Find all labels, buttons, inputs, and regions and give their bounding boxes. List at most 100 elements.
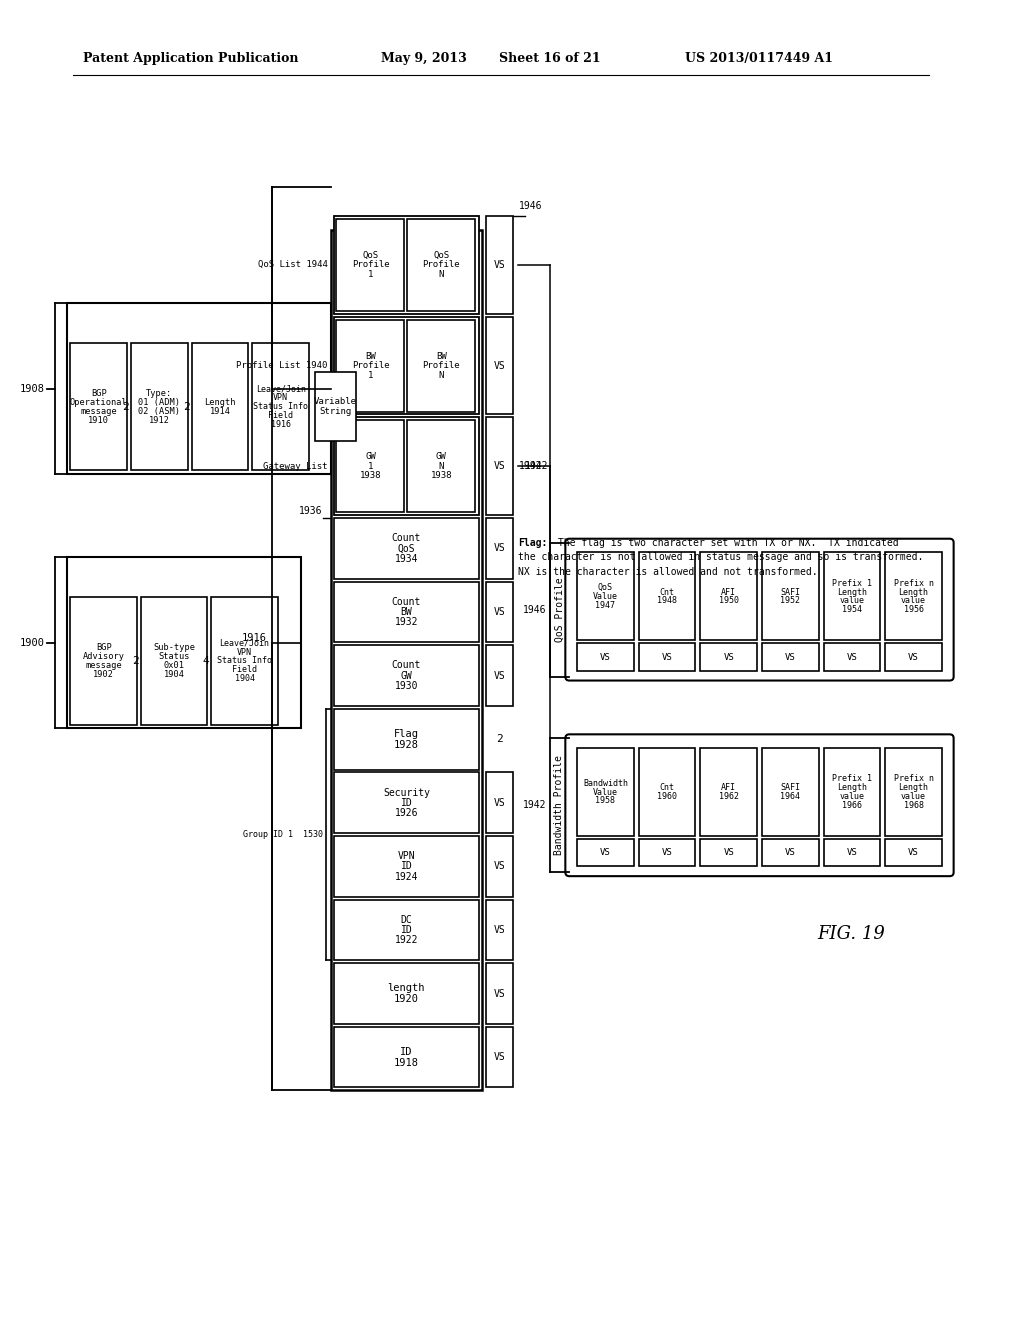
Text: VS: VS	[494, 1052, 506, 1063]
Text: message: message	[85, 661, 122, 671]
Text: Field: Field	[232, 665, 257, 675]
Text: VS: VS	[662, 652, 673, 661]
Text: Variable: Variable	[314, 397, 357, 407]
Text: 1904: 1904	[234, 675, 255, 682]
Text: 1942: 1942	[518, 461, 542, 471]
FancyBboxPatch shape	[315, 372, 356, 441]
Text: VS: VS	[908, 849, 919, 857]
Text: The flag is two character set with TX or NX.  TX indicated: The flag is two character set with TX or…	[552, 537, 898, 548]
Text: value: value	[901, 792, 926, 801]
Text: 1954: 1954	[842, 605, 862, 614]
Text: BW: BW	[366, 351, 376, 360]
Text: 1902: 1902	[93, 671, 115, 678]
Text: the character is not allowed in status message and so is transformed.: the character is not allowed in status m…	[518, 552, 924, 562]
Text: BW: BW	[400, 607, 413, 616]
Text: Profile: Profile	[423, 260, 460, 269]
FancyBboxPatch shape	[639, 643, 695, 671]
Text: Profile: Profile	[351, 362, 389, 370]
Text: VS: VS	[785, 652, 796, 661]
FancyBboxPatch shape	[331, 230, 482, 1090]
Text: 1912: 1912	[148, 416, 170, 425]
Text: VS: VS	[662, 849, 673, 857]
Text: 1916: 1916	[242, 634, 267, 643]
Text: QoS: QoS	[433, 251, 450, 260]
Text: May 9, 2013: May 9, 2013	[382, 51, 467, 65]
Text: 1948: 1948	[657, 597, 677, 606]
FancyBboxPatch shape	[408, 319, 475, 412]
Text: AFI: AFI	[721, 587, 736, 597]
Text: 02 (ASM): 02 (ASM)	[138, 407, 180, 416]
Text: VS: VS	[494, 925, 506, 935]
FancyBboxPatch shape	[639, 552, 695, 640]
FancyBboxPatch shape	[578, 748, 634, 836]
FancyBboxPatch shape	[486, 836, 513, 896]
Text: VS: VS	[494, 671, 506, 681]
FancyBboxPatch shape	[334, 772, 479, 833]
FancyBboxPatch shape	[131, 343, 187, 470]
Text: QoS Profile: QoS Profile	[554, 577, 564, 642]
FancyBboxPatch shape	[334, 836, 479, 896]
Text: 1964: 1964	[780, 792, 801, 801]
Text: VS: VS	[494, 862, 506, 871]
FancyBboxPatch shape	[762, 748, 818, 836]
Text: 1932: 1932	[394, 618, 418, 627]
FancyBboxPatch shape	[337, 420, 404, 512]
FancyBboxPatch shape	[337, 319, 404, 412]
Text: VS: VS	[494, 360, 506, 371]
Text: FIG. 19: FIG. 19	[817, 925, 885, 942]
FancyBboxPatch shape	[334, 417, 479, 515]
Text: QoS: QoS	[362, 251, 379, 260]
Text: DC: DC	[400, 915, 413, 925]
FancyBboxPatch shape	[334, 216, 479, 314]
Text: VS: VS	[908, 652, 919, 661]
FancyBboxPatch shape	[141, 598, 207, 725]
Text: 1928: 1928	[394, 739, 419, 750]
Text: N: N	[438, 269, 444, 279]
Text: 1900: 1900	[20, 638, 45, 648]
Text: Bandwidth: Bandwidth	[583, 779, 628, 788]
Text: value: value	[901, 597, 926, 606]
Text: 01 (ADM): 01 (ADM)	[138, 397, 180, 407]
Text: Bandwidth Profile: Bandwidth Profile	[554, 755, 564, 855]
Text: VS: VS	[785, 849, 796, 857]
Text: 1947: 1947	[595, 601, 615, 610]
Text: length: length	[388, 983, 425, 993]
FancyBboxPatch shape	[334, 709, 479, 770]
FancyBboxPatch shape	[486, 1027, 513, 1088]
FancyBboxPatch shape	[67, 557, 301, 729]
Text: VS: VS	[600, 652, 610, 661]
Text: value: value	[840, 597, 864, 606]
FancyBboxPatch shape	[823, 643, 881, 671]
FancyBboxPatch shape	[762, 643, 818, 671]
Text: 1926: 1926	[394, 808, 418, 818]
Text: BGP: BGP	[96, 643, 112, 652]
Text: Profile List 1940: Profile List 1940	[237, 362, 328, 370]
FancyBboxPatch shape	[486, 772, 513, 833]
FancyBboxPatch shape	[337, 219, 404, 310]
Text: VPN: VPN	[237, 648, 252, 656]
Text: 1: 1	[368, 462, 373, 471]
Text: VS: VS	[723, 652, 734, 661]
Text: 1908: 1908	[20, 384, 45, 393]
FancyBboxPatch shape	[334, 317, 479, 414]
Text: Length: Length	[205, 397, 236, 407]
Text: 1924: 1924	[394, 871, 418, 882]
Text: Length: Length	[898, 783, 929, 792]
Text: 2: 2	[497, 734, 503, 744]
Text: VS: VS	[600, 849, 610, 857]
FancyBboxPatch shape	[71, 598, 137, 725]
FancyBboxPatch shape	[334, 645, 479, 706]
FancyBboxPatch shape	[823, 840, 881, 866]
FancyBboxPatch shape	[700, 643, 757, 671]
FancyBboxPatch shape	[486, 964, 513, 1024]
Text: 1938: 1938	[431, 471, 453, 480]
Text: ID: ID	[400, 1047, 413, 1056]
FancyBboxPatch shape	[191, 343, 249, 470]
Text: ID: ID	[400, 925, 413, 935]
FancyBboxPatch shape	[334, 900, 479, 960]
Text: 1966: 1966	[842, 801, 862, 809]
Text: Flag:: Flag:	[518, 537, 548, 548]
FancyBboxPatch shape	[486, 417, 513, 515]
FancyBboxPatch shape	[578, 840, 634, 866]
Text: Gateway List: Gateway List	[263, 462, 328, 471]
